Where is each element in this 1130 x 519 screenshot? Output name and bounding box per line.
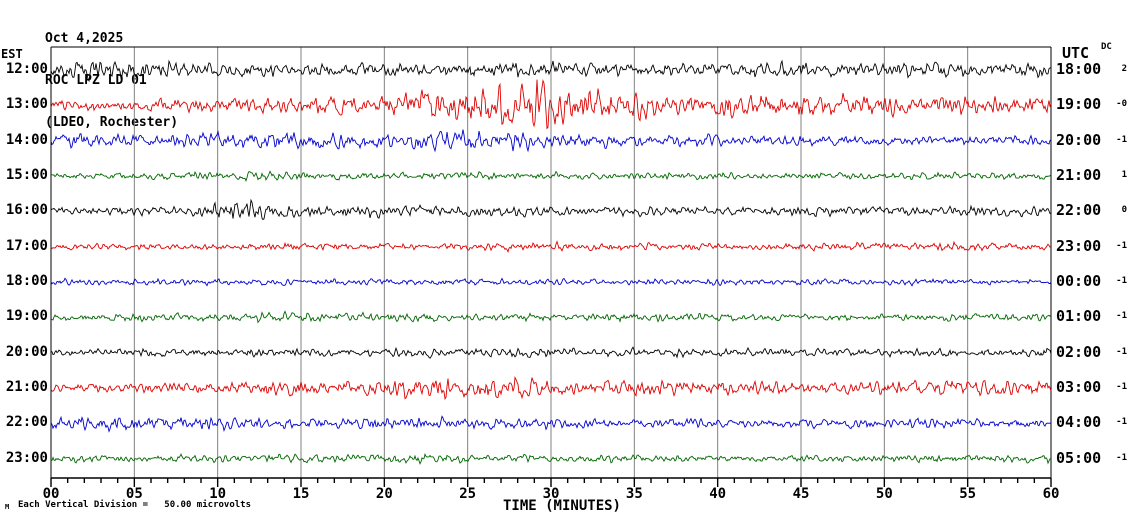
dc-time-label: -0 bbox=[1116, 99, 1127, 109]
x-axis-tick-label: 55 bbox=[959, 486, 976, 502]
seismogram-trace-1300 bbox=[50, 78, 1052, 130]
x-axis-tick-label: 30 bbox=[543, 486, 560, 502]
dc-time-label: 0 bbox=[1121, 205, 1127, 215]
est-time-label: 23:00 bbox=[5, 450, 48, 466]
est-time-label: 19:00 bbox=[5, 308, 48, 324]
est-timezone-header: EST bbox=[1, 47, 23, 61]
x-axis-tick-label: 25 bbox=[459, 486, 476, 502]
est-time-label: 20:00 bbox=[5, 344, 48, 360]
x-axis-tick-label: 40 bbox=[709, 486, 726, 502]
utc-time-label: 04:00 bbox=[1056, 413, 1102, 431]
utc-time-label: 05:00 bbox=[1056, 449, 1102, 467]
seismogram-trace-2200 bbox=[50, 415, 1052, 433]
x-axis-tick-label: 00 bbox=[43, 486, 60, 502]
est-time-label: 21:00 bbox=[5, 379, 48, 395]
utc-time-label: 23:00 bbox=[1056, 237, 1102, 255]
dc-offset-header: DC bbox=[1101, 42, 1112, 52]
utc-time-label: 02:00 bbox=[1056, 343, 1102, 361]
utc-time-label: 01:00 bbox=[1056, 307, 1102, 325]
est-time-label: 22:00 bbox=[5, 414, 48, 430]
seismogram-trace-1500 bbox=[50, 170, 1052, 182]
seismogram-trace-1400 bbox=[50, 129, 1052, 153]
est-time-label: 17:00 bbox=[5, 238, 48, 254]
seismogram-trace-1800 bbox=[50, 277, 1052, 287]
scale-note: Each Vertical Division = 50.00 microvolt… bbox=[18, 500, 251, 510]
dc-time-label: -1 bbox=[1116, 135, 1127, 145]
est-time-label: 14:00 bbox=[5, 132, 48, 148]
utc-time-label: 19:00 bbox=[1056, 95, 1102, 113]
utc-timezone-header: UTC bbox=[1062, 44, 1090, 62]
seismogram-trace-2100 bbox=[50, 375, 1052, 401]
x-axis-tick-label: 45 bbox=[793, 486, 810, 502]
utc-time-label: 18:00 bbox=[1056, 60, 1102, 78]
x-axis-tick-label: 35 bbox=[626, 486, 643, 502]
x-axis-tick-label: 15 bbox=[293, 486, 310, 502]
date-line: Oct 4,2025 bbox=[45, 31, 124, 46]
dc-time-label: -1 bbox=[1116, 241, 1127, 251]
dc-time-label: -1 bbox=[1116, 311, 1127, 321]
dc-time-label: 1 bbox=[1121, 170, 1127, 180]
seismogram-trace-1200 bbox=[50, 59, 1052, 83]
est-time-label: 13:00 bbox=[5, 96, 48, 112]
dc-time-label: -1 bbox=[1116, 453, 1127, 463]
utc-time-label: 22:00 bbox=[1056, 201, 1102, 219]
seismogram-trace-1600 bbox=[50, 198, 1052, 221]
utc-time-label: 20:00 bbox=[1056, 131, 1102, 149]
watermark-glyph: M bbox=[5, 503, 10, 511]
est-time-label: 15:00 bbox=[5, 167, 48, 183]
utc-time-label: 03:00 bbox=[1056, 378, 1102, 396]
utc-time-label: 21:00 bbox=[1056, 166, 1102, 184]
x-axis-tick-label: 20 bbox=[376, 486, 393, 502]
dc-time-label: -1 bbox=[1116, 382, 1127, 392]
est-time-label: 12:00 bbox=[5, 61, 48, 77]
dc-time-label: -1 bbox=[1116, 417, 1127, 427]
x-axis-tick-label: 05 bbox=[126, 486, 143, 502]
est-time-label: 16:00 bbox=[5, 202, 48, 218]
location-line: (LDEO, Rochester) bbox=[45, 115, 179, 130]
seismogram-trace-1700 bbox=[50, 240, 1052, 253]
dc-time-label: -1 bbox=[1116, 347, 1127, 357]
x-axis-tick-label: 50 bbox=[876, 486, 893, 502]
dc-time-label: 2 bbox=[1121, 64, 1127, 74]
x-axis-tick-label: 60 bbox=[1043, 486, 1060, 502]
utc-time-label: 00:00 bbox=[1056, 272, 1102, 290]
est-time-label: 18:00 bbox=[5, 273, 48, 289]
x-axis-tick-label: 10 bbox=[209, 486, 226, 502]
seismogram-trace-2000 bbox=[50, 346, 1052, 359]
seismogram-trace-1900 bbox=[50, 310, 1052, 324]
x-axis-title: TIME (MINUTES) bbox=[502, 498, 621, 514]
seismogram-trace-2300 bbox=[50, 452, 1052, 465]
dc-time-label: -1 bbox=[1116, 276, 1127, 286]
